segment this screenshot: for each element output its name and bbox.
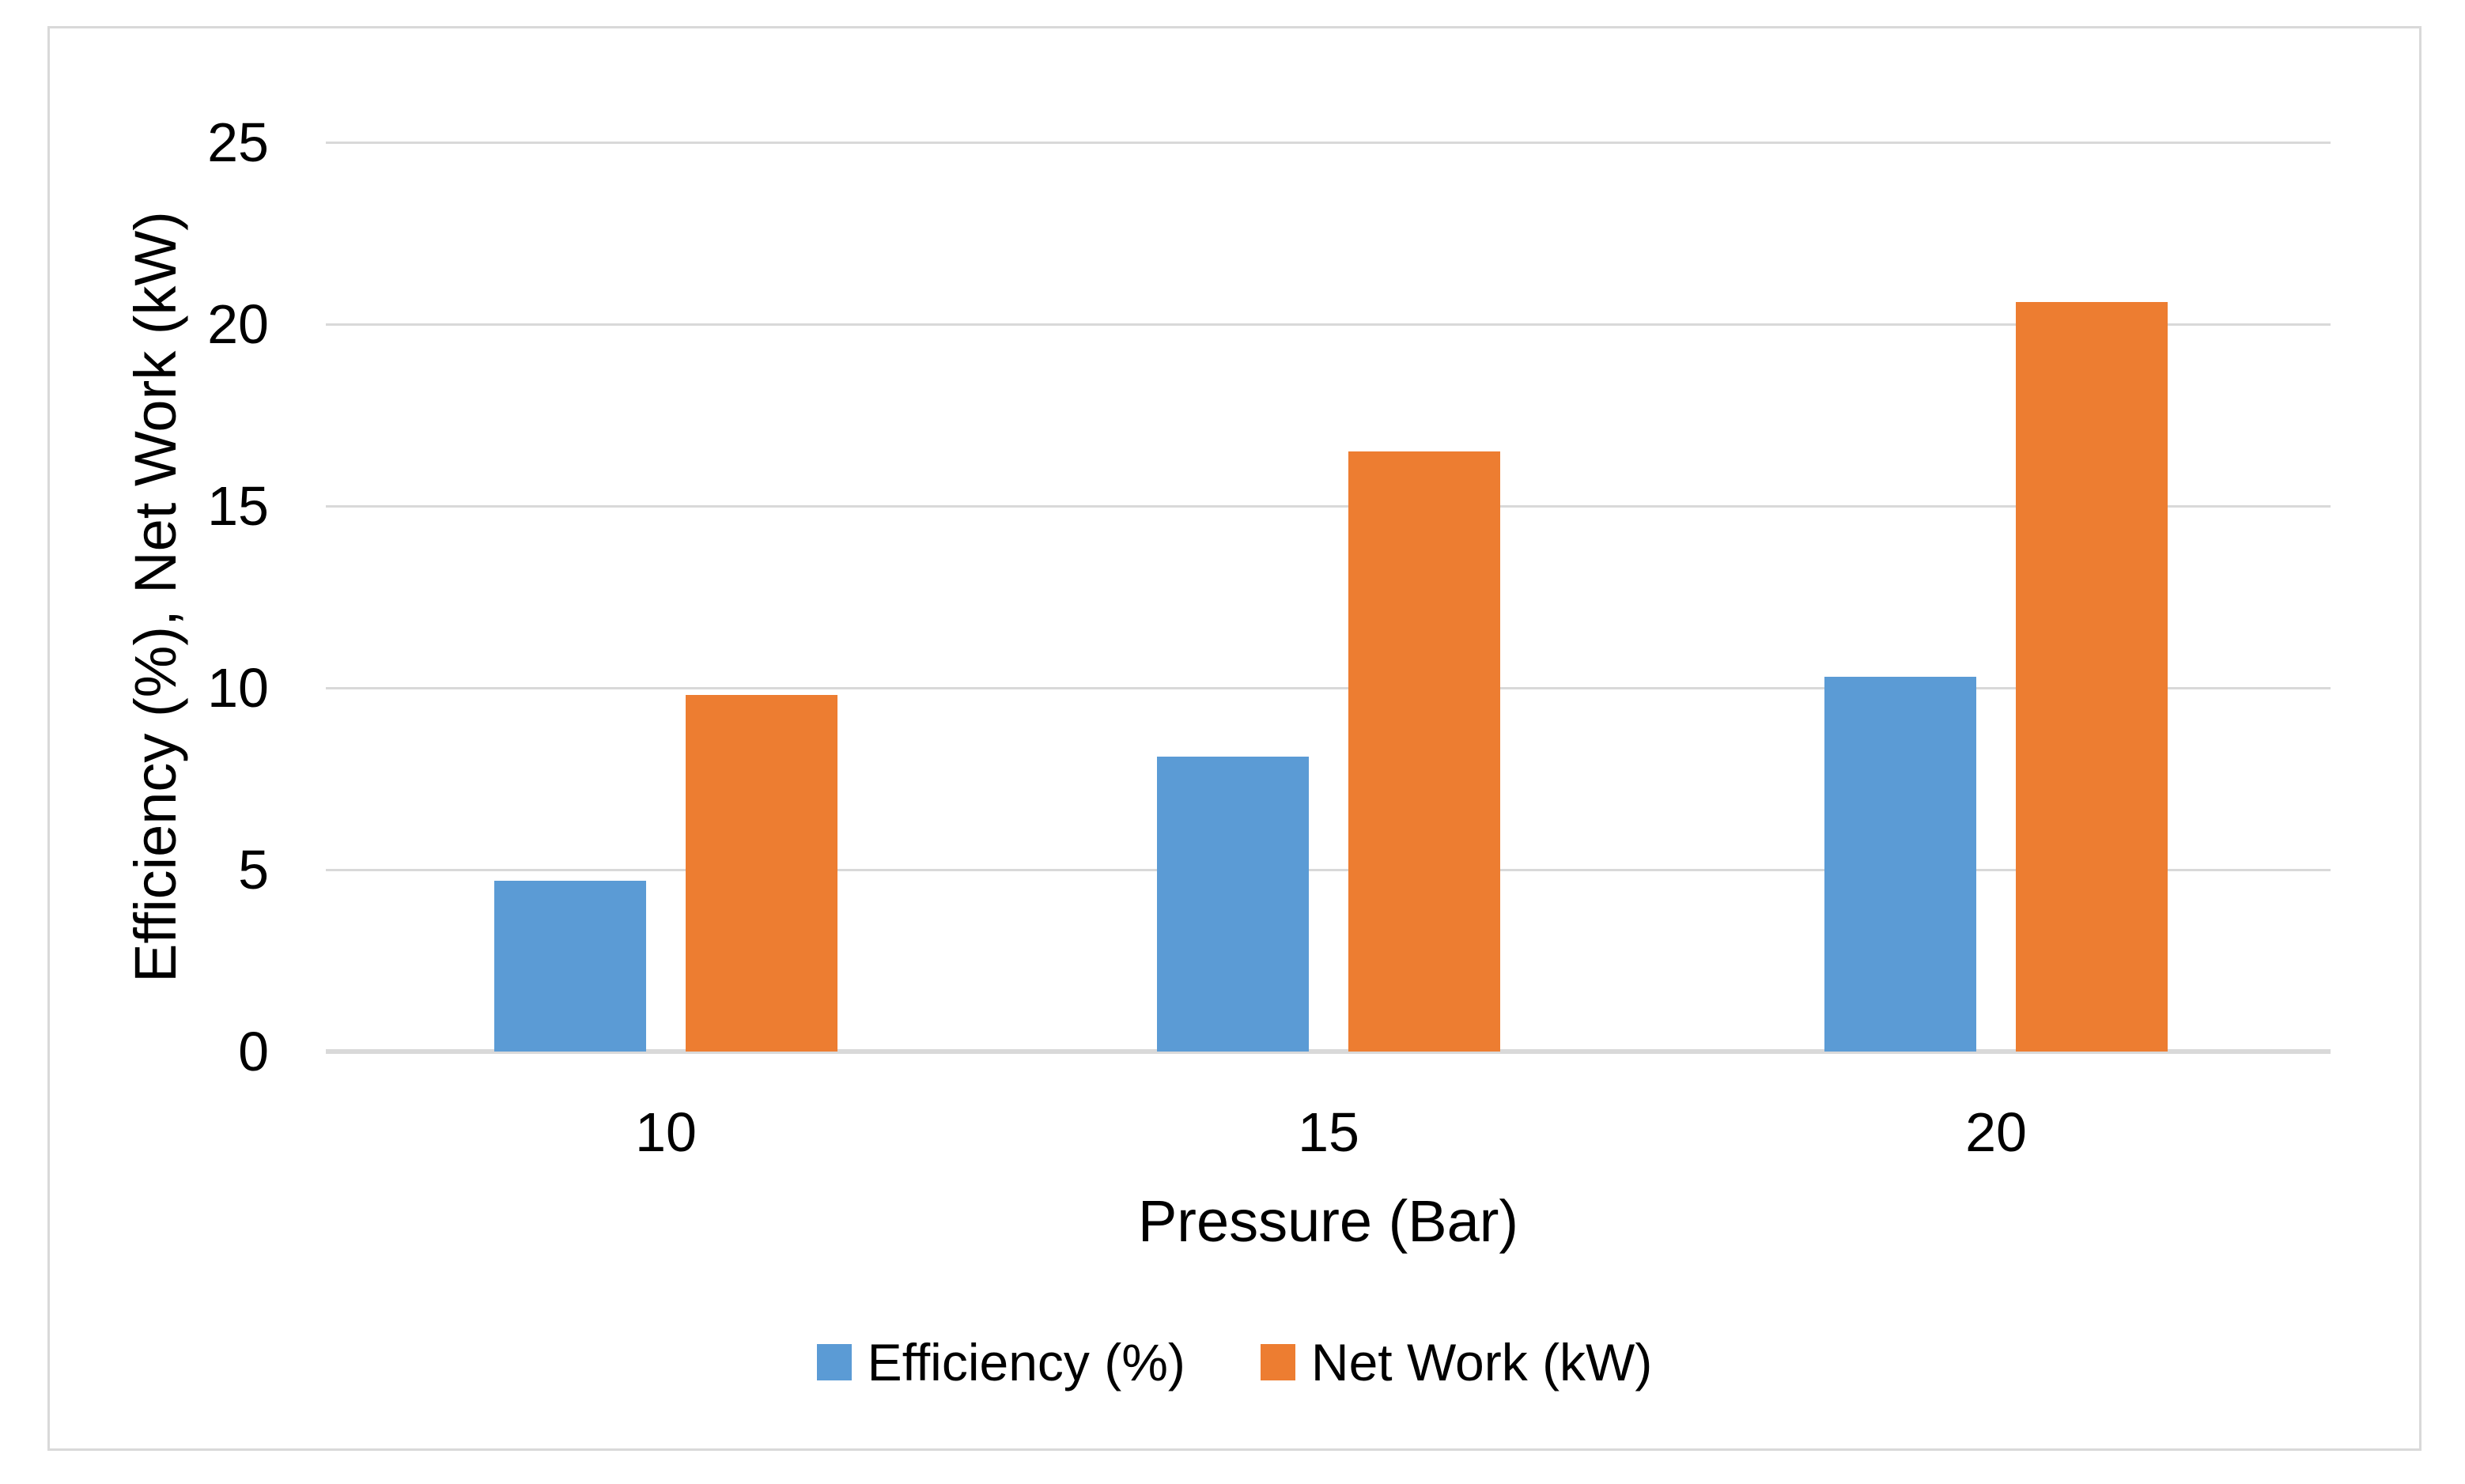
x-tick-label-20: 20	[1965, 1101, 2027, 1163]
x-tick-label-15: 15	[1298, 1101, 1359, 1163]
x-tick-label-10: 10	[635, 1101, 697, 1163]
y-tick-label-10: 10	[207, 657, 269, 719]
legend-swatch-efficiency	[816, 1344, 852, 1380]
legend: Efficiency (%) Net Work (kW)	[47, 1335, 2422, 1390]
gridline-y-5	[326, 869, 2331, 871]
legend-label-efficiency: Efficiency (%)	[867, 1333, 1185, 1391]
x-axis-title: Pressure (Bar)	[1137, 1188, 1519, 1254]
y-tick-label-15: 15	[207, 475, 269, 537]
gridline-y-25	[326, 142, 2331, 144]
bar-efficiency-20	[1824, 677, 1976, 1052]
legend-label-network: Net Work (kW)	[1310, 1333, 1653, 1391]
bar-net-work-kw-10	[686, 695, 837, 1052]
gridline-y-15	[326, 505, 2331, 508]
y-axis-title: Efficiency (%), Net Work (kW)	[123, 211, 188, 983]
gridline-y-20	[326, 323, 2331, 326]
y-tick-label-20: 20	[207, 293, 269, 355]
bar-net-work-kw-15	[1348, 451, 1500, 1052]
legend-item-efficiency: Efficiency (%)	[816, 1333, 1185, 1391]
y-tick-label-0: 0	[238, 1021, 269, 1082]
x-axis-line	[326, 1049, 2331, 1054]
legend-swatch-network	[1260, 1344, 1295, 1380]
legend-item-network: Net Work (kW)	[1260, 1333, 1653, 1391]
bar-efficiency-15	[1157, 757, 1309, 1052]
bar-efficiency-10	[494, 881, 646, 1052]
y-tick-label-25: 25	[207, 111, 269, 173]
bar-net-work-kw-20	[2016, 302, 2168, 1052]
y-tick-label-5: 5	[238, 839, 269, 901]
gridline-y-10	[326, 687, 2331, 689]
